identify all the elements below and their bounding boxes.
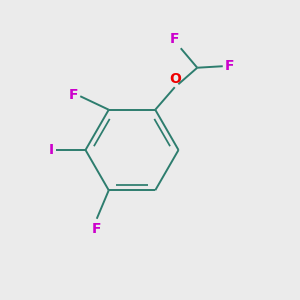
Text: O: O <box>169 72 181 86</box>
Text: F: F <box>170 32 179 46</box>
Text: F: F <box>224 59 234 73</box>
Text: F: F <box>68 88 78 102</box>
Text: F: F <box>92 222 101 236</box>
Text: I: I <box>49 143 54 157</box>
